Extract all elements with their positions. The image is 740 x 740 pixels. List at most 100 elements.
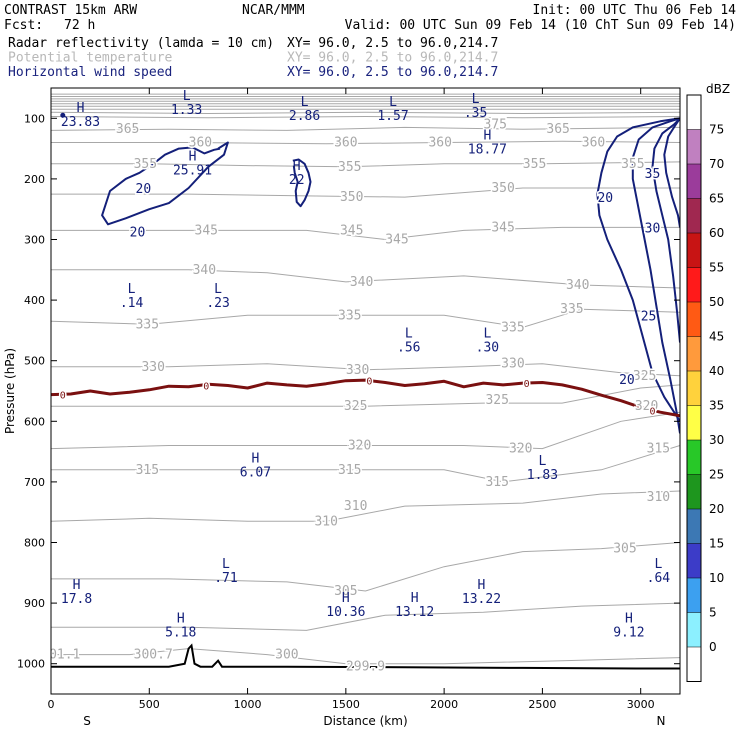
wind-label: 35 xyxy=(645,167,661,182)
extremum-value: 13.12 xyxy=(395,605,434,620)
extremum-value: 2.86 xyxy=(289,109,320,124)
theta-label: 315 xyxy=(647,442,670,457)
extremum-kind: H xyxy=(189,150,197,165)
theta-contour xyxy=(51,126,680,131)
x-tick-label: 0 xyxy=(48,698,55,711)
theta-label: 355 xyxy=(134,157,157,172)
y-tick-label: 100 xyxy=(24,112,45,125)
extremum-kind: H xyxy=(73,578,81,593)
theta-label: 350 xyxy=(491,181,514,196)
wind-contour xyxy=(631,117,680,434)
theta-label: 320 xyxy=(635,399,658,414)
colorbar-segment xyxy=(687,371,701,406)
wind-label: 25 xyxy=(641,309,657,324)
theta-label: 360 xyxy=(582,136,605,151)
theta-label: 310 xyxy=(344,499,367,514)
theta-label: 375 xyxy=(483,117,506,132)
theta-label: 350 xyxy=(340,190,363,205)
field-name: Horizontal wind speed xyxy=(8,65,172,80)
theta-label: 355 xyxy=(621,157,644,172)
wind-contour xyxy=(292,158,312,208)
extremum-value: .30 xyxy=(476,341,499,356)
colorbar-segment xyxy=(687,302,701,337)
x-tick-label: 2500 xyxy=(528,698,556,711)
wind-label: 20 xyxy=(130,226,146,241)
theta-contour xyxy=(51,411,680,450)
theta-label: 330 xyxy=(501,357,524,372)
colorbar-frame xyxy=(686,94,702,682)
theta-label: 330 xyxy=(346,363,369,378)
wind-label: 20 xyxy=(619,373,635,388)
y-tick-label: 500 xyxy=(24,355,45,368)
axes: 0 500 1000 1500 2000 2500 30001002003004005006… xyxy=(3,87,681,728)
freezing-label: 0 xyxy=(203,382,209,393)
theta-label: 340 xyxy=(193,263,216,278)
colorbar-segment xyxy=(687,405,701,440)
colorbar-tick-label: 45 xyxy=(709,330,724,344)
extremum-value: .23 xyxy=(206,296,229,311)
theta-label: 310 xyxy=(314,514,337,529)
terrain-line xyxy=(51,643,680,670)
y-axis-title: Pressure (hPa) xyxy=(3,348,17,434)
theta-label: 335 xyxy=(136,317,159,332)
theta-label: 335 xyxy=(501,320,524,335)
wind-contour xyxy=(596,117,680,422)
extremum-value: 10.36 xyxy=(326,605,365,620)
theta-contour xyxy=(51,542,680,592)
theta-contour xyxy=(51,111,680,115)
extremum-value: 18.77 xyxy=(468,143,507,158)
extremum-kind: L xyxy=(654,557,662,572)
freezing-line xyxy=(51,378,680,418)
colorbar-tick-label: 0 xyxy=(709,640,717,654)
extremum-value: 17.8 xyxy=(61,592,92,607)
theta-label: 345 xyxy=(385,233,408,248)
extremum-kind: L xyxy=(472,92,480,107)
extremum-value: .56 xyxy=(397,341,420,356)
theta-contour xyxy=(51,140,680,145)
colorbar-segment xyxy=(687,164,701,199)
colorbar-segment xyxy=(687,440,701,475)
colorbar-segment xyxy=(687,233,701,268)
colorbar-segment xyxy=(687,612,701,647)
colorbar-tick-label: 40 xyxy=(709,364,724,378)
theta-contour xyxy=(51,187,680,198)
x-axis-title: Distance (km) xyxy=(323,714,407,728)
extremum-kind: H xyxy=(252,452,260,467)
colorbar-segment xyxy=(687,647,701,682)
theta-label: 320 xyxy=(348,439,371,454)
theta-label: 315 xyxy=(136,463,159,478)
model-title: CONTRAST 15km ARW xyxy=(4,3,137,18)
wind-label: 20 xyxy=(597,191,613,206)
fcst-label: Fcst: xyxy=(4,18,43,33)
extremum-value: 6.07 xyxy=(240,466,271,481)
wind-contour xyxy=(651,117,680,343)
extremum-kind: L xyxy=(538,454,546,469)
freezing-label: 0 xyxy=(649,406,655,417)
freezing-label: 0 xyxy=(366,377,372,388)
theta-label: 310 xyxy=(647,490,670,505)
extremum-value: .35 xyxy=(464,106,487,121)
theta-label: 315 xyxy=(338,463,361,478)
header-area: CONTRAST 15km ARW NCAR/MMM Init: 00 UTC Th… xyxy=(4,3,736,80)
theta-label: 325 xyxy=(633,369,656,384)
colorbar-segment xyxy=(687,543,701,578)
extremum-kind: H xyxy=(483,129,491,144)
theta-contour xyxy=(51,269,680,289)
theta-label: 335 xyxy=(560,302,583,317)
colorbar-segment xyxy=(687,474,701,509)
field-xy: XY= 96.0, 2.5 to 96.0,214.7 xyxy=(287,36,498,51)
theta-label: 365 xyxy=(116,122,139,137)
y-tick-label: 400 xyxy=(24,294,45,307)
colorbar-tick-label: 70 xyxy=(709,157,724,171)
x-tick-label: 1500 xyxy=(332,698,360,711)
colorbar-tick-label: 50 xyxy=(709,295,724,309)
extremum-value: .14 xyxy=(120,296,144,311)
theta-contour xyxy=(51,363,680,377)
colorbar-tick-label: 65 xyxy=(709,192,724,206)
extremum-value: 5.18 xyxy=(165,625,196,640)
plot-frame xyxy=(50,87,681,695)
y-tick-label: 600 xyxy=(24,415,45,428)
theta-label: 360 xyxy=(189,136,212,151)
x-tick-label: 1000 xyxy=(234,698,262,711)
